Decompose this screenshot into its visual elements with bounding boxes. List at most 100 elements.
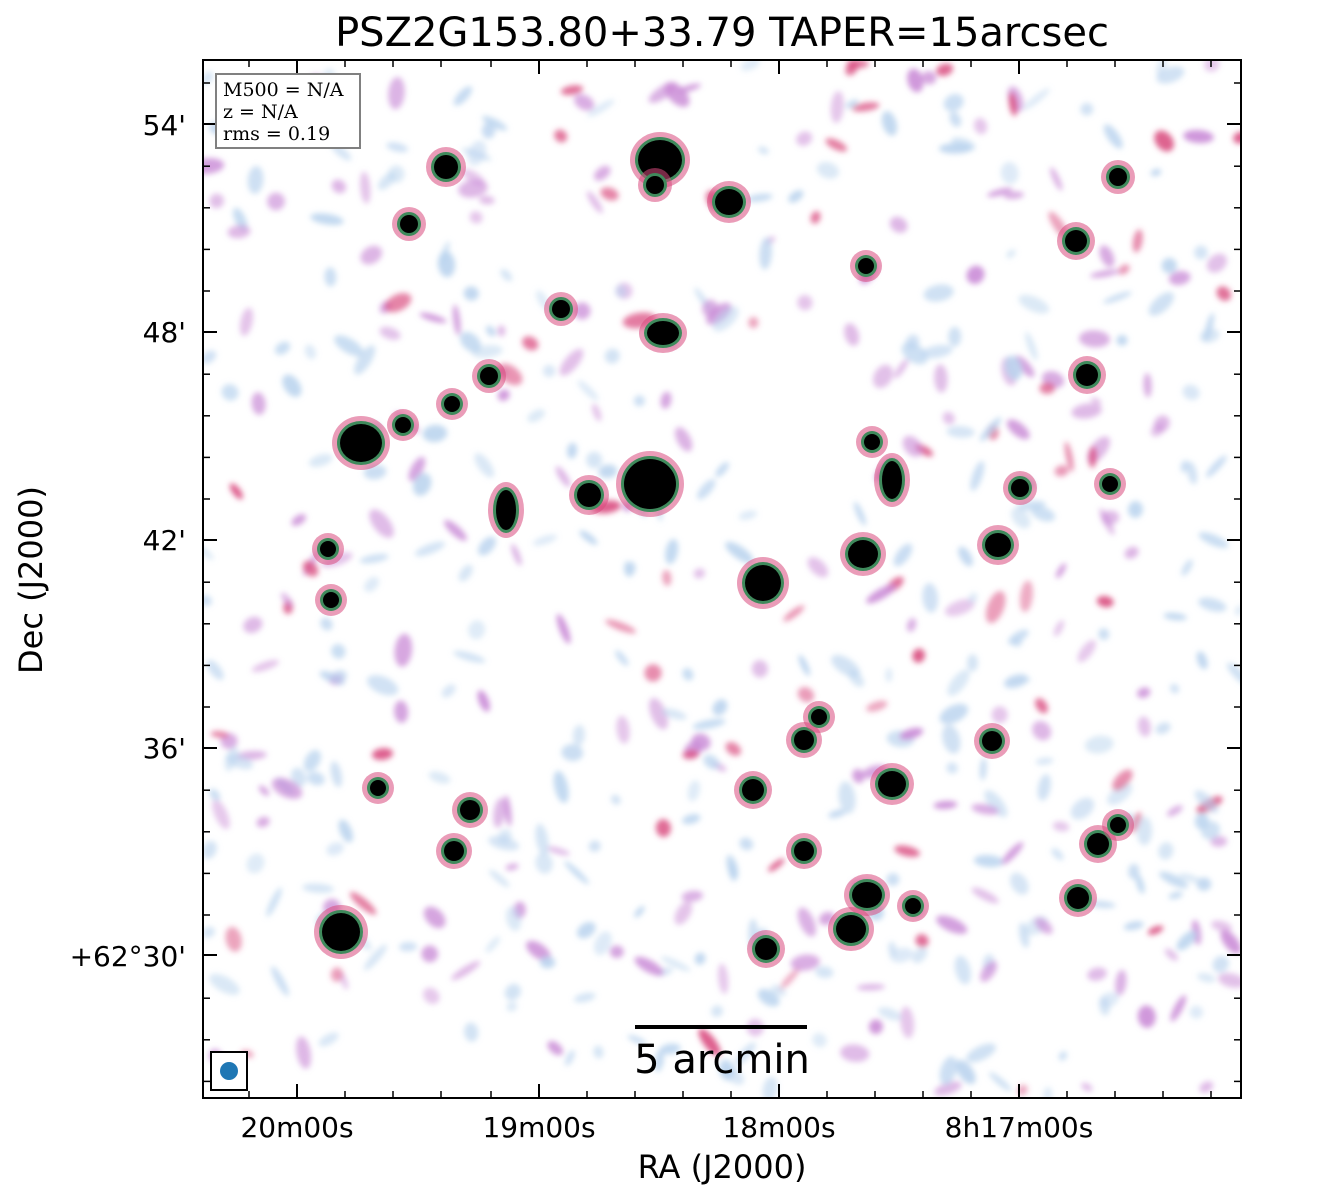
- y-tick-label: 36': [143, 732, 186, 765]
- emission-blob: [546, 846, 570, 856]
- emission-blob: [746, 193, 773, 202]
- emission-blob: [203, 71, 214, 85]
- emission-blob: [1170, 683, 1180, 694]
- radio-source: [1110, 817, 1126, 833]
- emission-blob: [441, 684, 456, 698]
- emission-blob: [712, 699, 728, 716]
- emission-blob: [444, 519, 467, 541]
- emission-blob: [828, 809, 846, 819]
- emission-blob: [1198, 532, 1229, 549]
- emission-blob: [388, 76, 405, 110]
- emission-blob: [1148, 292, 1174, 316]
- emission-blob: [586, 191, 603, 214]
- emission-blob: [846, 60, 869, 69]
- emission-blob: [1032, 720, 1052, 741]
- radio-source: [1087, 833, 1109, 855]
- emission-blob: [703, 754, 720, 770]
- emission-blob: [971, 887, 999, 904]
- emission-blob: [296, 1036, 312, 1069]
- emission-blob: [634, 956, 664, 976]
- emission-blob: [872, 364, 894, 389]
- emission-blob: [1019, 580, 1033, 613]
- radio-source: [320, 541, 336, 557]
- emission-blob: [229, 483, 243, 500]
- emission-blob: [1096, 595, 1114, 608]
- emission-blob: [942, 411, 955, 425]
- x-tick-label: 18m00s: [722, 1111, 835, 1144]
- radio-source: [322, 913, 360, 951]
- emission-blob: [655, 819, 671, 838]
- emission-blob: [1054, 465, 1069, 477]
- emission-blob: [539, 956, 556, 969]
- emission-blob: [1155, 722, 1171, 735]
- emission-blob: [604, 348, 620, 364]
- emission-blob: [576, 921, 596, 939]
- emission-blob: [1127, 501, 1143, 518]
- emission-blob: [966, 654, 978, 672]
- emission-blob: [851, 102, 880, 112]
- emission-blob: [634, 905, 645, 918]
- emission-blob: [605, 619, 637, 634]
- radio-source: [755, 938, 777, 960]
- emission-blob: [1170, 995, 1187, 1022]
- emission-blob: [966, 265, 985, 285]
- emission-blob: [740, 60, 760, 71]
- radio-source: [985, 533, 1011, 557]
- emission-blob: [1103, 291, 1132, 304]
- emission-blob: [771, 985, 786, 996]
- emission-blob: [1137, 1005, 1156, 1028]
- radio-source: [794, 841, 814, 861]
- emission-blob: [1037, 774, 1051, 801]
- emission-blob: [394, 700, 409, 723]
- emission-blob: [788, 190, 804, 203]
- radio-source: [982, 731, 1002, 751]
- emission-blob: [946, 425, 975, 438]
- radio-source: [878, 771, 906, 797]
- radio-source: [434, 155, 458, 179]
- emission-blob: [987, 187, 1013, 197]
- emission-blob: [971, 803, 999, 815]
- emission-blob: [609, 945, 624, 959]
- emission-blob: [725, 741, 741, 756]
- emission-blob: [966, 1043, 997, 1063]
- emission-blob: [739, 837, 754, 851]
- emission-blob: [1197, 972, 1216, 983]
- emission-blob: [469, 211, 483, 224]
- emission-blob: [712, 306, 739, 332]
- emission-blob: [662, 570, 672, 586]
- emission-blob: [1154, 130, 1174, 152]
- radio-source: [646, 176, 664, 194]
- emission-blob: [462, 169, 485, 186]
- emission-blob: [1035, 757, 1054, 765]
- emission-blob: [1055, 563, 1067, 579]
- emission-blob: [815, 966, 834, 979]
- emission-blob: [912, 648, 926, 663]
- emission-blob: [419, 312, 447, 323]
- emission-blob: [1034, 917, 1053, 935]
- emission-blob: [320, 617, 333, 631]
- emission-blob: [587, 99, 615, 117]
- emission-blob: [586, 451, 603, 469]
- emission-blob: [1150, 423, 1165, 437]
- emission-blob: [500, 268, 513, 282]
- emission-blob: [354, 345, 376, 375]
- emission-blob: [1080, 102, 1094, 116]
- emission-blob: [1039, 382, 1056, 395]
- emission-blob: [1200, 821, 1221, 840]
- emission-blob: [267, 192, 285, 211]
- emission-blob: [697, 479, 716, 500]
- emission-blob: [807, 557, 829, 578]
- emission-blob: [302, 883, 335, 893]
- emission-blob: [1077, 639, 1096, 663]
- info-m500: M500 = N/A: [223, 79, 344, 101]
- beam-indicator: [210, 1051, 248, 1091]
- radio-source: [647, 321, 679, 345]
- emission-blob: [593, 931, 612, 956]
- radio-source: [444, 841, 464, 861]
- emission-blob: [991, 706, 1008, 724]
- emission-blob: [1123, 921, 1144, 931]
- emission-blob: [659, 1043, 681, 1055]
- emission-blob: [1194, 245, 1208, 260]
- emission-blob: [302, 560, 319, 577]
- emission-blob: [1087, 967, 1107, 981]
